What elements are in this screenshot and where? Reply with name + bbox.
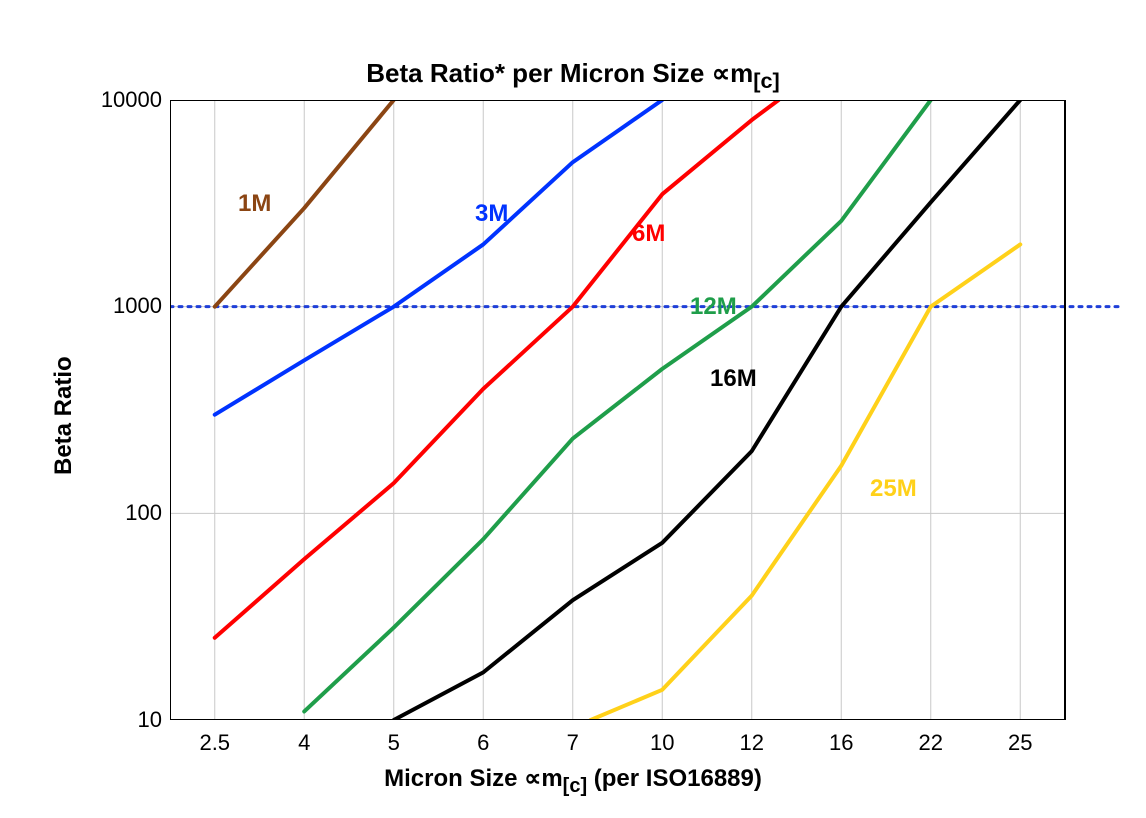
- series-label-6M: 6M: [632, 220, 665, 248]
- x-tick-label: 12: [722, 730, 782, 756]
- y-axis-label: Beta Ratio: [50, 356, 78, 475]
- y-tick-label: 100: [82, 500, 162, 526]
- y-tick-label: 10: [82, 707, 162, 733]
- x-axis-label: Micron Size ∝m[c] (per ISO16889): [0, 764, 1146, 798]
- chart-title: Beta Ratio* per Micron Size ∝m[c]: [0, 58, 1146, 94]
- beta-ratio-chart: Beta Ratio* per Micron Size ∝m[c] Beta R…: [0, 0, 1146, 818]
- plot-area: [170, 100, 1125, 720]
- series-label-25M: 25M: [870, 475, 917, 503]
- series-label-12M: 12M: [690, 293, 737, 321]
- series-label-16M: 16M: [710, 365, 757, 393]
- series-label-3M: 3M: [475, 200, 508, 228]
- x-tick-label: 6: [453, 730, 513, 756]
- x-tick-label: 10: [632, 730, 692, 756]
- x-tick-label: 22: [901, 730, 961, 756]
- series-label-1M: 1M: [238, 190, 271, 218]
- x-tick-label: 4: [274, 730, 334, 756]
- y-tick-label: 10000: [82, 87, 162, 113]
- x-tick-label: 25: [990, 730, 1050, 756]
- y-tick-label: 1000: [82, 293, 162, 319]
- x-tick-label: 16: [811, 730, 871, 756]
- x-tick-label: 2.5: [185, 730, 245, 756]
- x-tick-label: 7: [543, 730, 603, 756]
- x-tick-label: 5: [364, 730, 424, 756]
